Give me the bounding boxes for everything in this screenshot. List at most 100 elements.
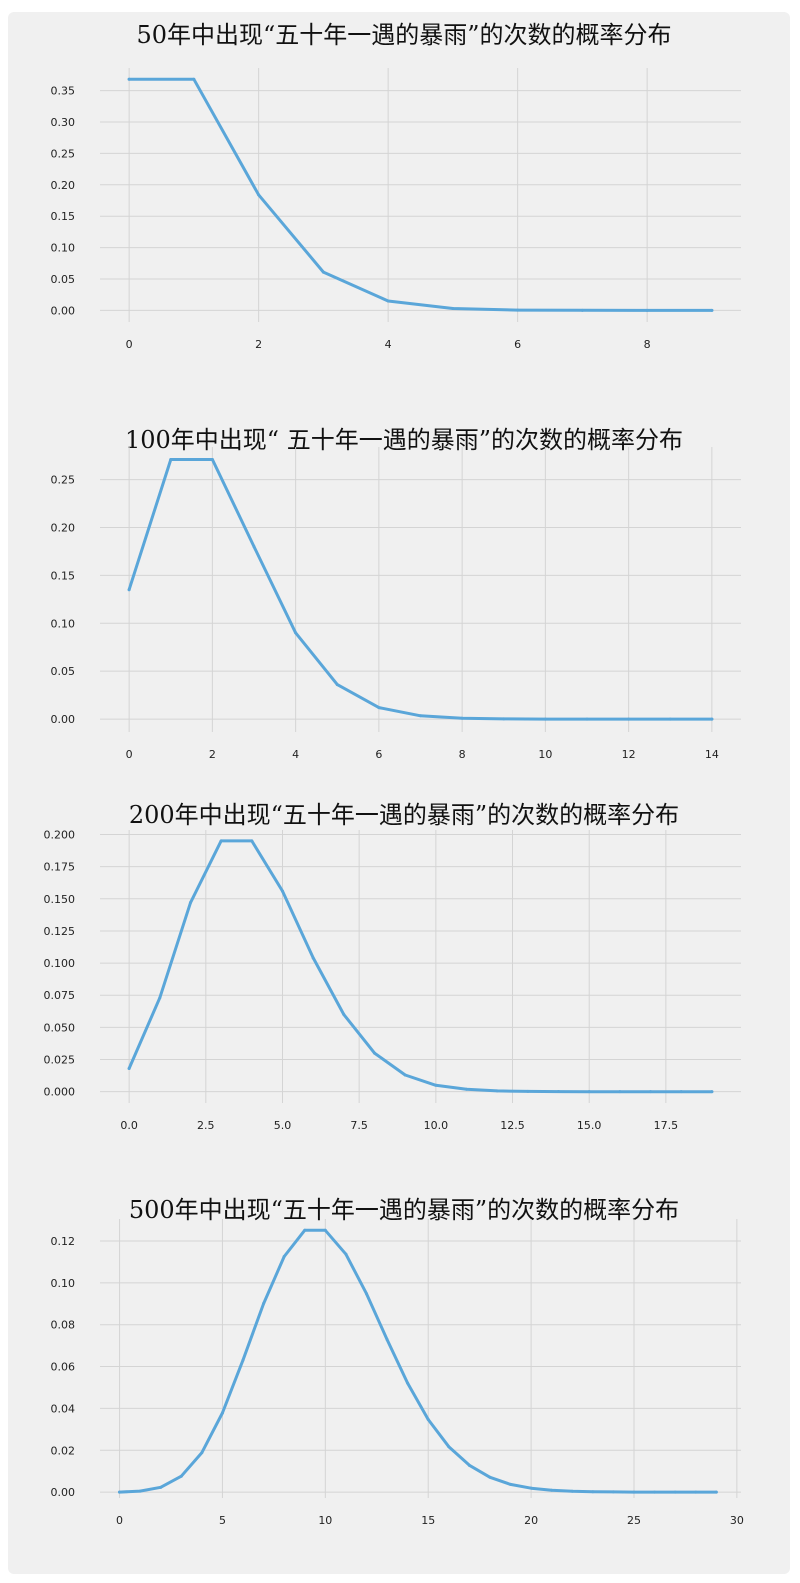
data-point <box>710 717 714 721</box>
data-point <box>627 717 631 721</box>
data-point <box>403 1073 407 1077</box>
data-point <box>280 889 284 893</box>
data-point <box>710 1090 714 1094</box>
data-point <box>694 1490 698 1494</box>
y-tick-label: 0.175 <box>44 861 76 874</box>
data-point <box>488 1475 492 1479</box>
data-point <box>252 545 256 549</box>
data-point <box>451 306 455 310</box>
y-tick-label: 0.08 <box>51 1319 76 1332</box>
x-tick-label: 8 <box>644 338 651 351</box>
data-point <box>406 1381 410 1385</box>
x-tick-label: 0.0 <box>120 1119 138 1132</box>
y-tick-label: 0.05 <box>51 273 76 286</box>
line-chart-100-years: 0 2 4 6 8 10 12 14 0.00 0.05 0.10 0.15 0.20 0.25 <box>51 447 741 761</box>
y-tick-label: 0.100 <box>44 957 76 970</box>
y-tick-label: 0.10 <box>51 242 76 255</box>
data-point <box>372 1051 376 1055</box>
chart-panel-500-years: 500年中出现“五十年一遇的暴雨”的次数的概率分布 0 5 10 15 20 25 30 0.… <box>8 1185 800 1565</box>
data-point <box>649 1090 653 1094</box>
data-point <box>303 1228 307 1232</box>
y-tick-label: 0.10 <box>51 1277 76 1290</box>
data-point <box>179 1474 183 1478</box>
data-point <box>127 588 131 592</box>
y-tick-label: 0.25 <box>51 147 76 160</box>
data-point <box>611 1490 615 1494</box>
y-tick-label: 0.05 <box>51 665 76 678</box>
y-tick-label: 0.20 <box>51 521 76 534</box>
line-chart-500-years: 0 5 10 15 20 25 30 0.00 0.02 0.04 0.06 0.08 0.10 0.12 <box>51 1219 744 1527</box>
data-point <box>321 270 325 274</box>
data-point <box>323 1228 327 1232</box>
data-point <box>169 457 173 461</box>
data-point <box>447 1445 451 1449</box>
data-point <box>257 193 261 197</box>
x-tick-label: 4 <box>292 748 299 761</box>
data-point <box>426 1418 430 1422</box>
y-tick-label: 0.025 <box>44 1054 76 1067</box>
data-point <box>673 1490 677 1494</box>
data-point <box>495 1089 499 1093</box>
data-point <box>210 457 214 461</box>
data-point <box>364 1292 368 1296</box>
data-point <box>710 308 714 312</box>
data-point <box>645 308 649 312</box>
figure-background <box>8 12 790 1574</box>
data-point <box>591 1490 595 1494</box>
data-point <box>311 956 315 960</box>
x-tick-label: 6 <box>514 338 521 351</box>
data-point <box>200 1451 204 1455</box>
data-point <box>465 1087 469 1091</box>
x-tick-label: 6 <box>375 748 382 761</box>
x-tick-label: 2.5 <box>197 1119 215 1132</box>
y-tick-label: 0.050 <box>44 1021 76 1034</box>
data-point <box>294 631 298 635</box>
chart-title: 500年中出现“五十年一遇的暴雨”的次数的概率分布 <box>128 1196 680 1224</box>
y-tick-label: 0.12 <box>51 1235 76 1248</box>
chart-panel-100-years: 100年中出现“ 五十年一遇的暴雨”的次数的概率分布 0 2 4 6 8 10 12 14 0.… <box>8 415 800 785</box>
chart-title: 200年中出现“五十年一遇的暴雨”的次数的概率分布 <box>128 801 680 829</box>
data-point <box>138 1489 142 1493</box>
data-point <box>158 996 162 1000</box>
data-point <box>250 839 254 843</box>
data-point <box>668 717 672 721</box>
data-point <box>220 1411 224 1415</box>
data-point <box>159 1485 163 1489</box>
y-tick-label: 0.000 <box>44 1086 76 1099</box>
series-line <box>127 77 714 312</box>
y-tick-label: 0.35 <box>51 85 76 98</box>
data-point <box>127 1067 131 1071</box>
data-point <box>385 1338 389 1342</box>
data-point <box>526 1089 530 1093</box>
y-tick-label: 0.20 <box>51 179 76 192</box>
data-point <box>192 77 196 81</box>
x-tick-label: 0 <box>126 338 133 351</box>
x-tick-label: 20 <box>524 1514 538 1527</box>
data-point <box>679 1090 683 1094</box>
y-tick-label: 0.00 <box>51 713 76 726</box>
data-point <box>434 1083 438 1087</box>
data-point <box>377 706 381 710</box>
y-tick-label: 0.200 <box>44 829 76 842</box>
x-tick-label: 25 <box>627 1514 641 1527</box>
data-point <box>262 1302 266 1306</box>
data-point <box>386 299 390 303</box>
x-tick-label: 30 <box>730 1514 744 1527</box>
y-tick-label: 0.02 <box>51 1444 76 1457</box>
data-point <box>188 901 192 905</box>
chart-title: 50年中出现“五十年一遇的暴雨”的次数的概率分布 <box>136 21 672 49</box>
x-tick-label: 14 <box>705 748 719 761</box>
y-tick-label: 0.06 <box>51 1361 76 1374</box>
data-point <box>460 716 464 720</box>
data-point <box>714 1490 718 1494</box>
data-point <box>570 1489 574 1493</box>
data-point <box>580 308 584 312</box>
data-point <box>335 683 339 687</box>
data-point <box>219 839 223 843</box>
chart-title: 100年中出现“ 五十年一遇的暴雨”的次数的概率分布 <box>125 426 683 454</box>
x-tick-label: 0 <box>116 1514 123 1527</box>
y-tick-label: 0.125 <box>44 925 76 938</box>
x-tick-label: 10.0 <box>424 1119 449 1132</box>
line-chart-50-years: 0 2 4 6 8 0.00 0.05 0.10 0.15 0.20 0.25 0.30 0.35 <box>51 68 741 351</box>
x-tick-label: 15.0 <box>577 1119 602 1132</box>
